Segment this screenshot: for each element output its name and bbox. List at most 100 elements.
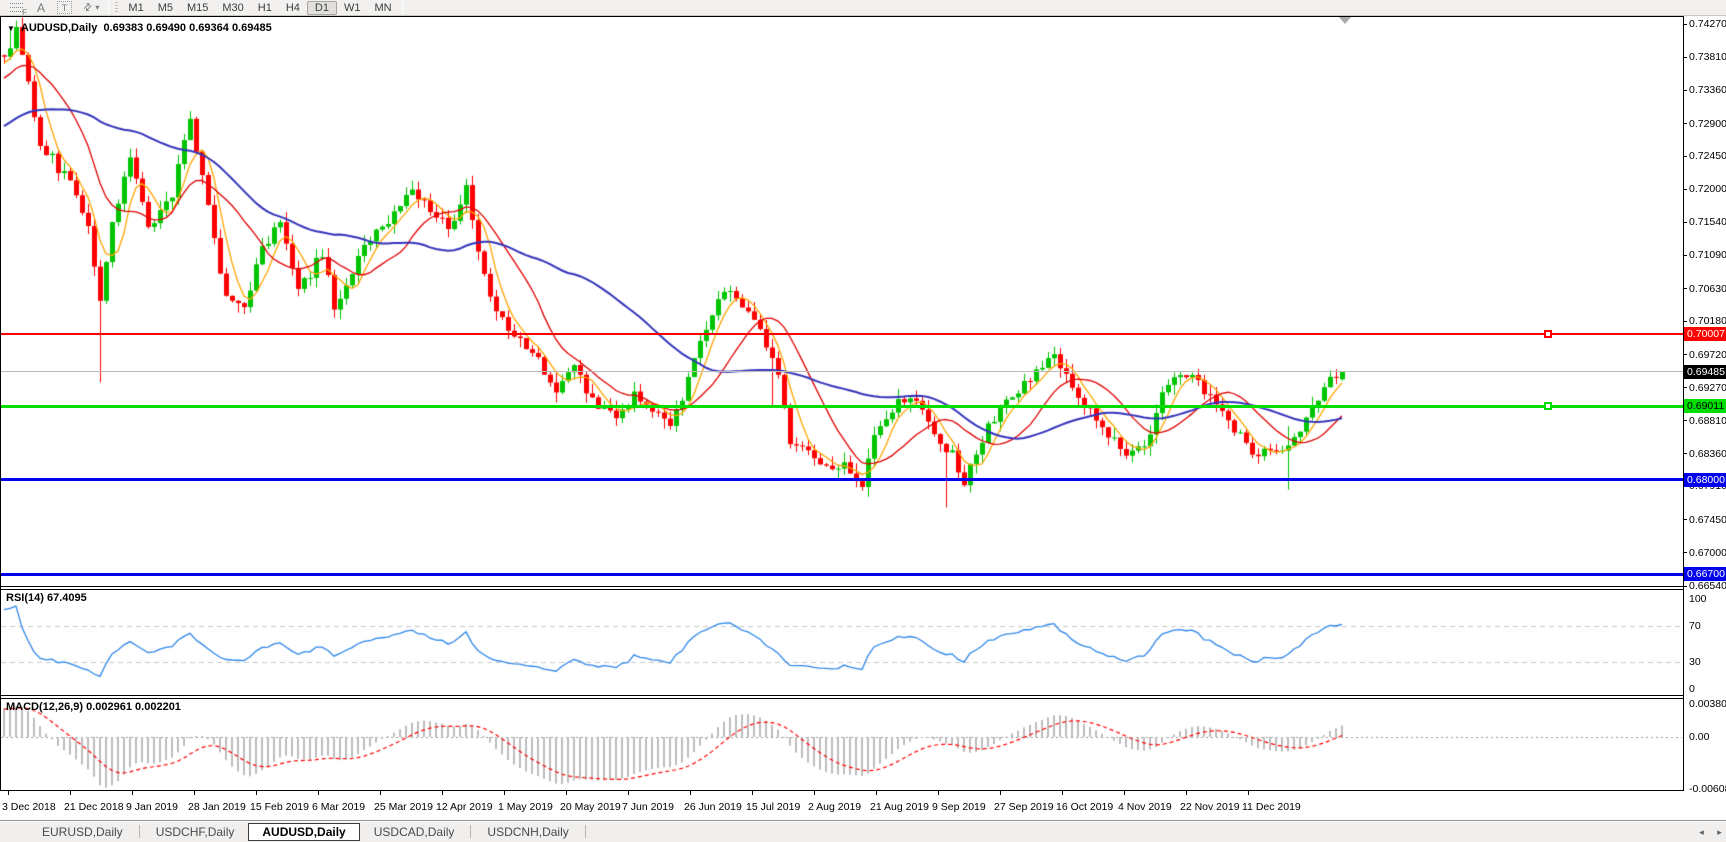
date-label: 1 May 2019: [498, 801, 553, 813]
fibonacci-tool-button[interactable]: F: [0, 1, 31, 17]
rsi-pane-top-border: [0, 589, 1684, 590]
tab-eurusd[interactable]: EURUSD,Daily: [42, 824, 123, 839]
timeframe-button-m1[interactable]: M1: [128, 1, 144, 14]
timeframe-button-m15[interactable]: M15: [186, 1, 209, 14]
macd-value: 0.002961: [86, 701, 132, 713]
date-tick-mark: [690, 791, 691, 795]
rsi-scale-label: 0: [1689, 683, 1695, 695]
date-label: 15 Feb 2019: [250, 801, 309, 813]
date-label: 27 Sep 2019: [994, 801, 1054, 813]
text-tool-button[interactable]: A: [31, 1, 51, 15]
rsi-pane-bottom-border[interactable]: [0, 695, 1684, 696]
timeframe-button-h4[interactable]: H4: [285, 1, 300, 14]
date-label: 4 Nov 2019: [1118, 801, 1172, 813]
timeframe-button-m5[interactable]: M5: [157, 1, 173, 14]
macd-scale-label: -0.006087: [1689, 783, 1726, 795]
price-tick-mark: [1683, 56, 1687, 58]
date-label: 25 Mar 2019: [374, 801, 433, 813]
timeframe-button-m30[interactable]: M30: [222, 1, 244, 14]
arrow-right-icon: ▸: [1717, 826, 1722, 837]
price-tick-label: 0.71540: [1689, 216, 1726, 229]
text-label-icon: T: [57, 1, 73, 14]
arrows-tool-button[interactable]: ⇄ ▾: [78, 1, 105, 15]
price-tick-mark: [1683, 453, 1687, 455]
date-tick-mark: [194, 791, 195, 795]
support-line-green-handle[interactable]: [1544, 402, 1552, 411]
price-tick-mark: [1683, 552, 1687, 554]
symbol-label: AUDUSD,Daily: [20, 22, 98, 34]
ohlc-open: 0.69383: [103, 22, 144, 34]
price-tick-label: 0.68810: [1689, 414, 1726, 427]
date-tick-mark: [938, 791, 939, 795]
date-label: 6 Mar 2019: [312, 801, 366, 813]
support-line-blue-2[interactable]: [1, 572, 1683, 576]
price-tick-label: 0.68360: [1689, 447, 1726, 460]
price-tick-mark: [1683, 221, 1687, 223]
price-tick-label: 0.73810: [1689, 51, 1726, 64]
tab-usdcad[interactable]: USDCAD,Daily: [373, 824, 455, 839]
text-label-tool-button[interactable]: T: [51, 1, 78, 15]
current-price-line-price-tag: 0.69485: [1684, 364, 1726, 379]
date-tick-mark: [318, 791, 319, 795]
date-label: 26 Jun 2019: [684, 801, 742, 813]
resistance-line-red[interactable]: [1, 332, 1683, 335]
tab-usdchf[interactable]: USDCHF,Daily: [155, 824, 235, 839]
price-axis-line: [1683, 16, 1684, 791]
tab-scroll-right-button[interactable]: ▸: [1712, 825, 1726, 839]
timeframe-group: M1 M5 M15 M30 H1 H4 D1 W1 MN: [121, 0, 398, 15]
timeframe-button-mn[interactable]: MN: [374, 1, 392, 14]
timeframe-button-w1[interactable]: W1: [343, 1, 361, 14]
resistance-line-red-handle[interactable]: [1544, 329, 1552, 338]
price-tick-label: 0.72450: [1689, 150, 1726, 163]
macd-label: MACD(12,26,9) 0.002961 0.002201: [6, 701, 181, 713]
text-icon: A: [37, 0, 46, 15]
main-pane-bottom-border[interactable]: [0, 586, 1684, 587]
chart-dropdown-icon[interactable]: ▼: [7, 24, 15, 33]
price-tick-label: 0.67450: [1689, 513, 1726, 526]
tab-scroll-left-button[interactable]: ◂: [1694, 825, 1709, 839]
date-tick-mark: [442, 791, 443, 795]
toolbar: F A T ⇄ ▾ M1 M5 M15 M30 H1 H4 D1 W1 MN: [0, 0, 1726, 17]
price-tick-label: 0.72900: [1689, 117, 1726, 130]
date-tick-mark: [814, 791, 815, 795]
price-tick-mark: [1683, 123, 1687, 125]
rsi-scale-label: 100: [1689, 593, 1707, 605]
chevron-down-icon[interactable]: ▾: [95, 3, 100, 12]
macd-signal-value: 0.002201: [135, 701, 181, 713]
chart-left-border: [0, 16, 1, 791]
chart-shift-marker[interactable]: [1339, 17, 1351, 24]
date-tick-mark: [876, 791, 877, 795]
fibonacci-icon: F: [10, 2, 27, 17]
current-price-line: [1, 371, 1683, 373]
support-line-blue-1[interactable]: [1, 478, 1683, 482]
toolbar-separator: [401, 1, 403, 14]
support-line-blue-1-price-tag: 0.68000: [1684, 472, 1726, 487]
price-chart-canvas[interactable]: [0, 0, 1684, 792]
tab-separator: [470, 825, 472, 838]
price-tick-mark: [1683, 155, 1687, 157]
date-tick-mark: [8, 791, 9, 795]
date-tick-mark: [566, 791, 567, 795]
support-line-green[interactable]: [1, 404, 1683, 408]
macd-scale-label: 0.003804: [1689, 697, 1726, 710]
rsi-scale-label: 70: [1689, 620, 1701, 632]
toolbar-grip[interactable]: [115, 1, 119, 14]
price-tick-mark: [1683, 585, 1687, 587]
date-label: 28 Jan 2019: [188, 801, 246, 813]
rsi-label: RSI(14) 67.4095: [6, 592, 87, 604]
chart-title: ▼ AUDUSD,Daily 0.69383 0.69490 0.69364 0.…: [7, 22, 272, 34]
date-tick-mark: [1248, 791, 1249, 795]
date-label: 9 Sep 2019: [932, 801, 986, 813]
timeframe-button-h1[interactable]: H1: [257, 1, 272, 14]
tab-separator: [584, 825, 586, 838]
tab-audusd[interactable]: AUDUSD,Daily: [248, 822, 360, 841]
date-label: 20 May 2019: [560, 801, 621, 813]
timeframe-button-d1[interactable]: D1: [306, 0, 337, 15]
date-label: 11 Dec 2019: [1242, 801, 1301, 813]
rsi-value: 67.4095: [46, 592, 87, 604]
tab-usdcnh[interactable]: USDCNH,Daily: [487, 824, 569, 839]
price-tick-label: 0.72000: [1689, 183, 1726, 196]
price-tick-label: 0.69720: [1689, 348, 1726, 361]
macd-pane-top-border: [0, 698, 1684, 699]
